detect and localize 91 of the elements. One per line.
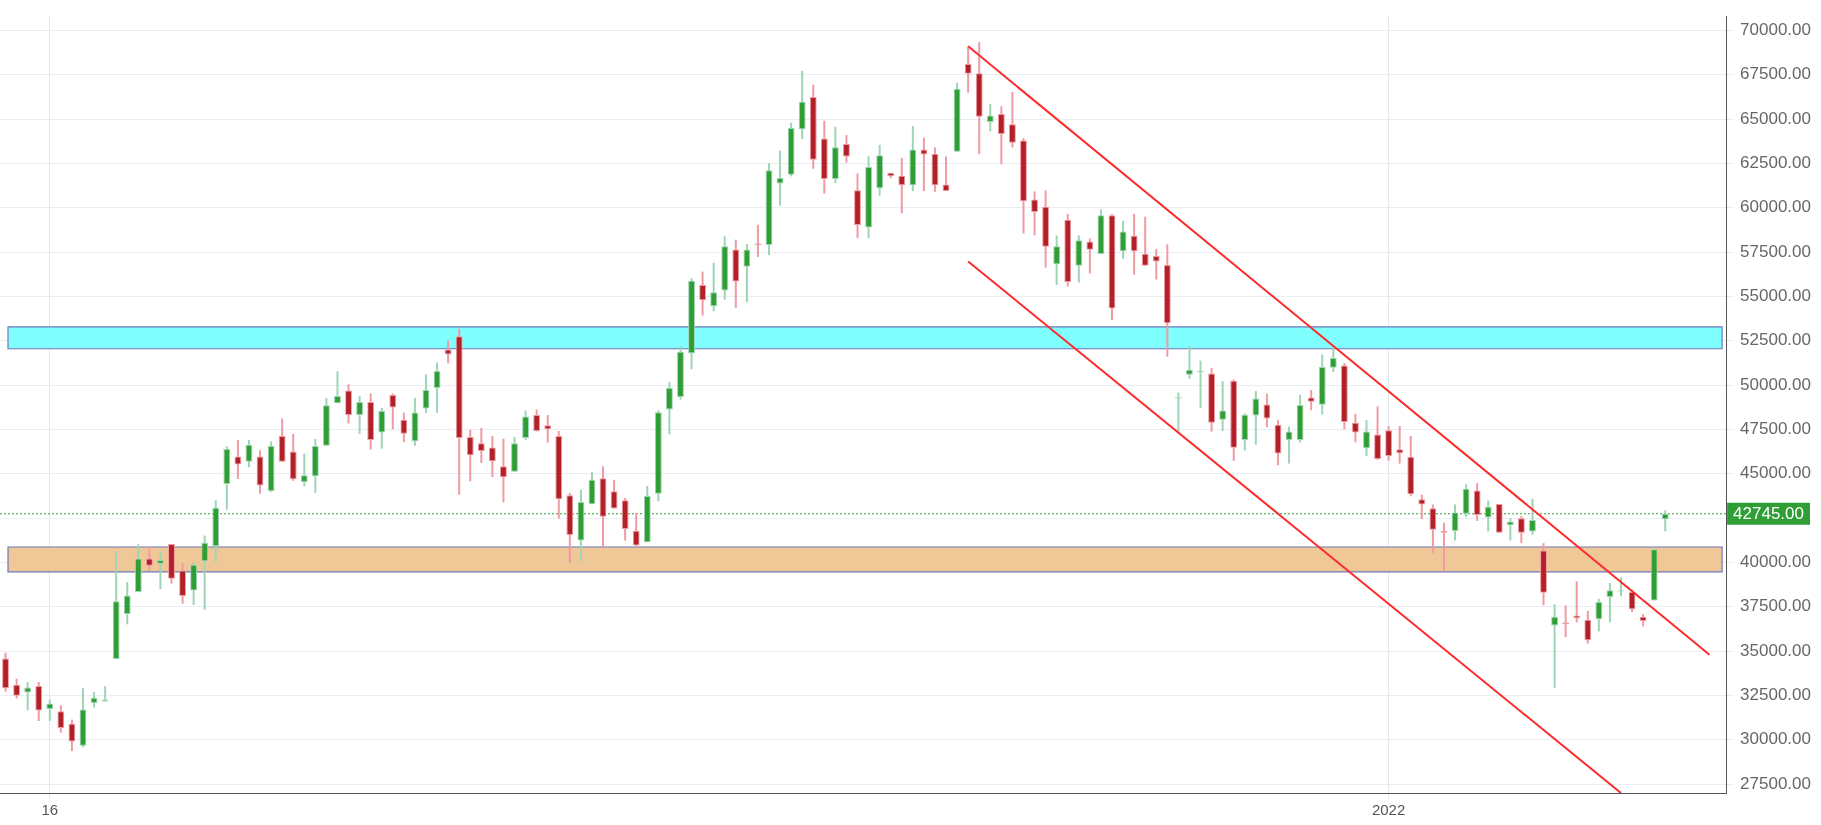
candlestick xyxy=(1031,190,1038,237)
candlestick xyxy=(898,156,906,215)
candlestick xyxy=(145,545,153,572)
candlestick xyxy=(345,383,352,425)
candlestick xyxy=(1385,425,1393,462)
candlestick xyxy=(278,417,286,463)
candlestick xyxy=(1573,580,1581,624)
y-tick-label: 27500.00 xyxy=(1740,773,1811,793)
candlestick xyxy=(743,242,751,304)
candlestick xyxy=(477,427,485,464)
candlestick xyxy=(1130,212,1138,276)
candlestick xyxy=(35,680,43,722)
candlestick xyxy=(920,136,928,193)
candlestick xyxy=(46,698,54,722)
candlestick xyxy=(1219,380,1227,433)
candlestick xyxy=(1141,215,1149,267)
candlestick xyxy=(24,680,32,712)
candlestick xyxy=(201,534,209,611)
y-tick-label: 60000.00 xyxy=(1740,197,1811,217)
candlestick xyxy=(1008,90,1016,149)
candlestick xyxy=(68,718,76,753)
candlestick xyxy=(1053,234,1061,286)
y-tick-label: 55000.00 xyxy=(1740,286,1811,306)
candlestick xyxy=(389,392,397,431)
candlestick xyxy=(522,409,529,442)
candlestick xyxy=(1075,234,1083,284)
candlestick xyxy=(1396,425,1404,465)
candlestick xyxy=(632,511,640,548)
candlestick xyxy=(1606,582,1614,624)
candlestick xyxy=(1086,237,1094,275)
candlestick xyxy=(1551,603,1559,689)
candlestick xyxy=(1363,419,1370,458)
y-tick-label: 40000.00 xyxy=(1740,552,1811,572)
candlestick xyxy=(234,438,242,480)
y-tick-label: 62500.00 xyxy=(1740,153,1811,173)
candlestick xyxy=(356,394,364,436)
candlestick xyxy=(13,677,21,700)
candlestick xyxy=(964,45,972,94)
candlestick xyxy=(1186,344,1193,380)
x-tick-label: 16 xyxy=(41,801,59,819)
candlestick xyxy=(1374,405,1381,461)
y-tick-label: 70000.00 xyxy=(1740,20,1811,40)
candlestick xyxy=(544,414,552,444)
candlestick xyxy=(466,428,474,483)
candlestick xyxy=(533,408,541,433)
candlestick xyxy=(1517,514,1525,545)
y-tick-label: 35000.00 xyxy=(1740,640,1811,660)
candlestick xyxy=(500,437,507,504)
candlestick xyxy=(157,550,164,591)
y-tick-label: 32500.00 xyxy=(1740,685,1811,705)
candlestick xyxy=(1473,482,1481,522)
candlestick xyxy=(843,134,850,164)
candlestick xyxy=(444,339,452,365)
candlestick xyxy=(1506,517,1514,542)
candlestick xyxy=(1241,412,1249,452)
candlestick xyxy=(488,434,496,479)
candlestick xyxy=(300,452,308,488)
candlestick xyxy=(1462,483,1470,518)
y-tick-label: 45000.00 xyxy=(1740,463,1811,483)
candlestick xyxy=(334,370,341,405)
x-tick-label: 2022 xyxy=(1371,801,1406,819)
ref-line-label: 42745.00 xyxy=(1733,504,1804,524)
candlestick xyxy=(699,270,707,317)
candlestick xyxy=(378,406,386,450)
candlestick xyxy=(57,704,65,734)
candlestick xyxy=(1352,412,1359,444)
y-tick-label: 65000.00 xyxy=(1740,108,1811,128)
y-tick-label: 47500.00 xyxy=(1740,419,1811,439)
y-tick-label: 50000.00 xyxy=(1740,374,1811,394)
candlestick xyxy=(1595,597,1603,633)
candlestick xyxy=(190,561,198,606)
candlestick xyxy=(1418,493,1426,521)
candlestick xyxy=(1584,609,1592,645)
candlestick xyxy=(665,380,673,436)
y-tick-label: 57500.00 xyxy=(1740,241,1811,261)
y-tick-label: 67500.00 xyxy=(1740,64,1811,84)
y-tick-label: 37500.00 xyxy=(1740,596,1811,616)
candlestick xyxy=(1263,392,1271,429)
candlestick xyxy=(710,261,718,313)
y-tick-label: 30000.00 xyxy=(1740,729,1811,749)
y-tick-label: 52500.00 xyxy=(1740,330,1811,350)
candlestick xyxy=(986,102,994,133)
candlestick xyxy=(610,478,618,510)
candlestick xyxy=(1429,503,1437,554)
candlestick xyxy=(1329,346,1337,373)
candlestick xyxy=(123,581,131,626)
candlestick xyxy=(179,562,186,605)
candlestick xyxy=(1307,389,1315,412)
candlestick xyxy=(400,411,408,444)
candlestick xyxy=(1252,389,1260,446)
candlestick xyxy=(997,105,1005,166)
